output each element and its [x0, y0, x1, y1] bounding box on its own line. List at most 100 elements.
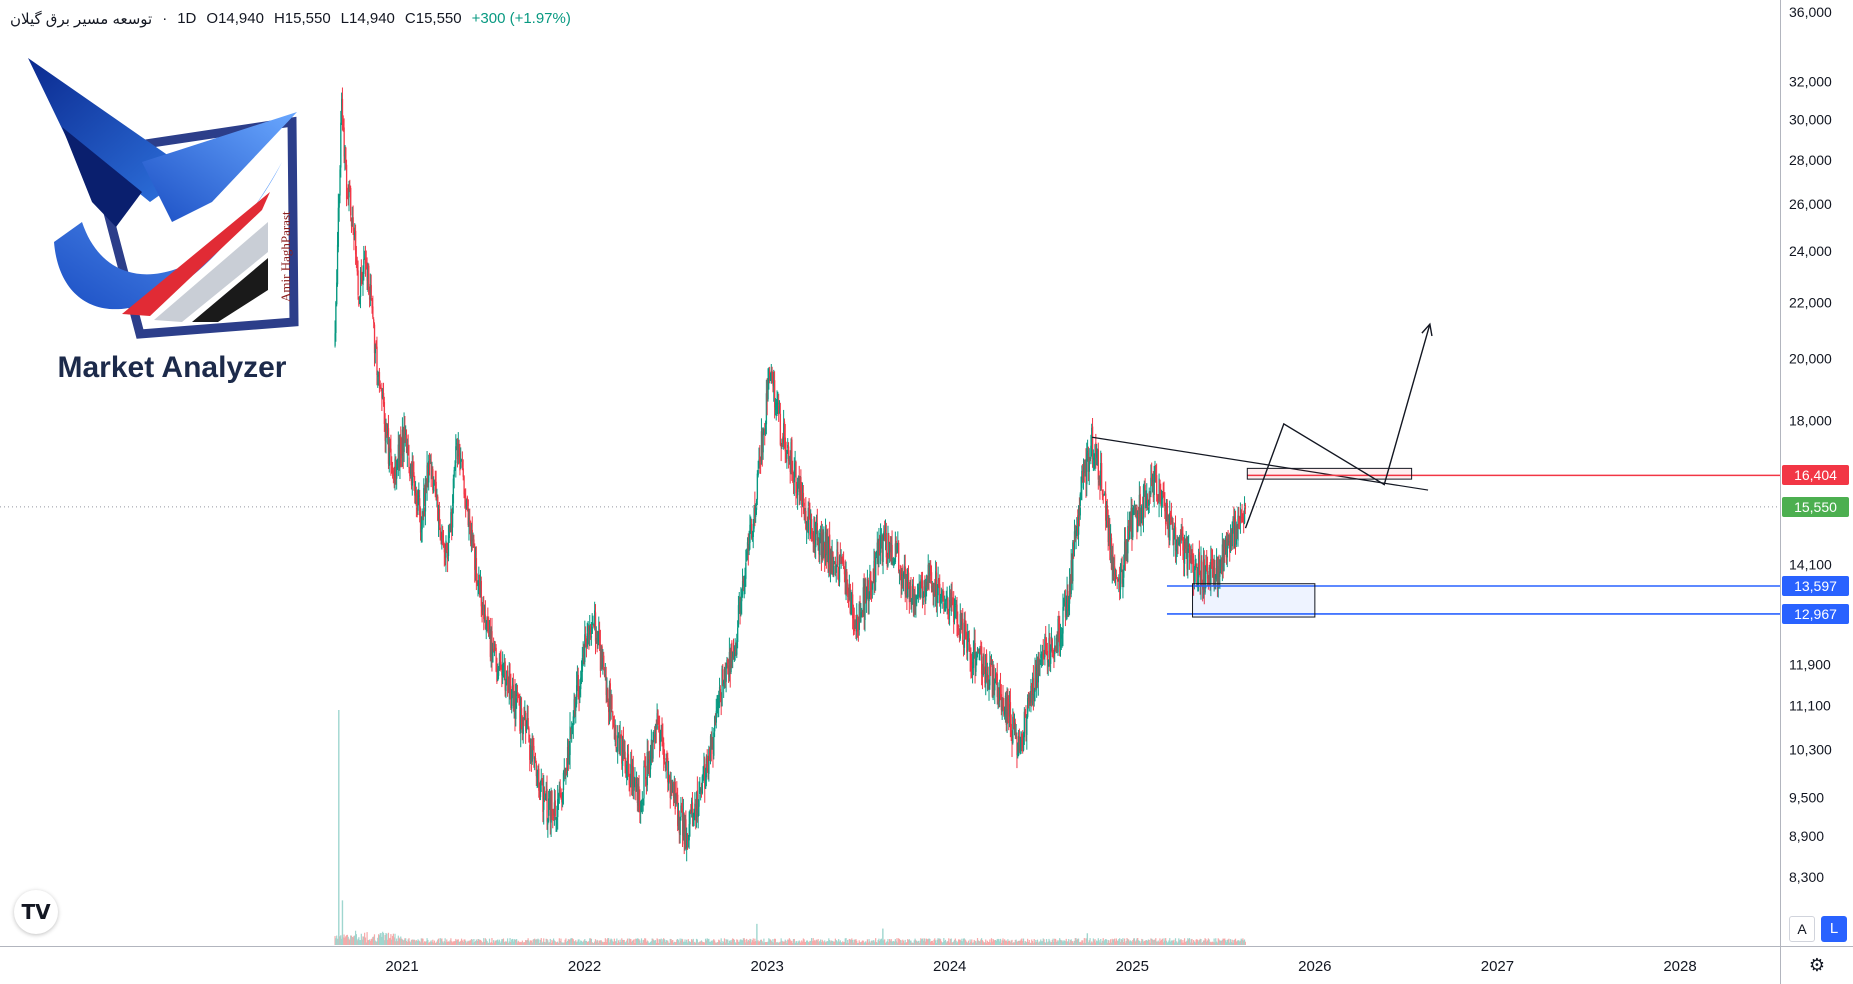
volume-bar — [700, 941, 702, 945]
candle-body — [516, 692, 519, 695]
candle-body — [768, 370, 770, 381]
candle-body — [1194, 564, 1196, 571]
candle-body — [410, 462, 413, 486]
candle-body — [1061, 634, 1063, 636]
candle-body — [748, 544, 750, 551]
candle-body — [1106, 505, 1109, 519]
volume-bar — [898, 938, 900, 945]
volume-bar — [1175, 941, 1177, 945]
volume-bar — [723, 938, 726, 945]
volume-bar — [601, 941, 603, 945]
candle-body — [358, 297, 360, 306]
volume-bar — [931, 940, 933, 945]
candle-body — [1037, 656, 1040, 683]
volume-bar — [425, 941, 427, 945]
candle-body — [400, 451, 403, 458]
candle-body — [939, 597, 942, 603]
candle-body — [710, 736, 713, 749]
candle-body — [861, 611, 863, 614]
candle-body — [617, 735, 619, 752]
candle-body — [896, 546, 898, 553]
candle-body — [426, 465, 428, 487]
candle-body — [1193, 571, 1196, 583]
symbol-name[interactable]: توسعه مسیر برق گیلان — [10, 11, 153, 28]
candle-body — [521, 728, 524, 734]
candle-body — [634, 779, 636, 781]
candle-body — [585, 635, 587, 644]
volume-bar — [856, 942, 859, 945]
candle-body — [687, 838, 690, 840]
volume-bar — [538, 939, 540, 945]
volume-bar — [1092, 938, 1094, 945]
candle-body — [442, 533, 444, 544]
volume-bar — [1081, 940, 1083, 945]
candle-body — [739, 602, 741, 614]
candle-body — [1146, 496, 1148, 504]
candle-body — [339, 169, 341, 196]
volume-bar — [1216, 942, 1219, 945]
candle-body — [361, 276, 363, 284]
volume-bar — [578, 939, 580, 945]
candle-body — [856, 619, 859, 629]
volume-bar — [1042, 938, 1044, 945]
candle-body — [1072, 542, 1074, 582]
volume-bar — [471, 939, 473, 945]
gear-icon[interactable]: ⚙ — [1808, 955, 1826, 975]
volume-bar — [764, 942, 767, 945]
volume-bar — [1079, 941, 1081, 945]
log-scale-button[interactable]: L — [1821, 916, 1847, 942]
candle-body — [955, 606, 957, 608]
candle-body — [1022, 735, 1025, 751]
volume-bar — [607, 938, 609, 945]
candle-body — [1050, 636, 1053, 650]
chart-area[interactable] — [0, 0, 1780, 946]
volume-bar — [704, 938, 707, 945]
volume-bar — [804, 941, 806, 945]
volume-bar — [948, 938, 950, 945]
volume-bar — [456, 940, 458, 945]
candle-body — [908, 588, 911, 603]
candle-body — [457, 443, 459, 457]
candle-body — [429, 459, 432, 461]
volume-bar — [903, 942, 905, 945]
candle-body — [572, 716, 575, 726]
volume-bar — [392, 933, 394, 945]
price-tick-label: 11,900 — [1789, 657, 1831, 673]
time-axis[interactable]: 2021 2022 2023 2024 2025 2026 2027 2028 — [0, 946, 1780, 984]
volume-bar — [568, 939, 570, 945]
candle-body — [787, 446, 790, 461]
candle-body — [608, 700, 610, 713]
candle-body — [630, 764, 632, 787]
volume-bar — [1050, 942, 1052, 945]
volume-bar — [423, 942, 425, 945]
volume-bar — [680, 940, 682, 945]
candle-body — [412, 466, 414, 473]
volume-bar — [1019, 940, 1021, 945]
candle-body — [979, 646, 981, 652]
candle-body — [370, 285, 372, 298]
volume-bar — [532, 939, 534, 945]
interval-label[interactable]: 1D — [177, 10, 197, 27]
candle-body — [1192, 555, 1194, 563]
auto-scale-button[interactable]: A — [1789, 916, 1815, 942]
candle-body — [985, 653, 988, 680]
candle-body — [594, 612, 597, 642]
volume-bar — [663, 939, 666, 945]
candle-body — [485, 624, 487, 630]
volume-bar — [855, 939, 857, 945]
volume-bar — [465, 942, 468, 945]
candle-body — [1086, 452, 1088, 485]
volume-bar — [540, 938, 542, 945]
volume-bar — [412, 940, 414, 945]
tradingview-logo-icon[interactable]: TV — [14, 890, 58, 934]
volume-bar — [1069, 940, 1071, 945]
volume-bar — [1045, 942, 1047, 945]
candle-body — [738, 604, 740, 606]
volume-bar — [490, 942, 492, 945]
candle-body — [838, 567, 840, 581]
chart-canvas[interactable] — [0, 0, 1780, 946]
volume-bar — [669, 938, 671, 945]
volume-bar — [1123, 938, 1126, 945]
volume-bar — [896, 938, 898, 945]
volume-bar — [744, 939, 746, 945]
